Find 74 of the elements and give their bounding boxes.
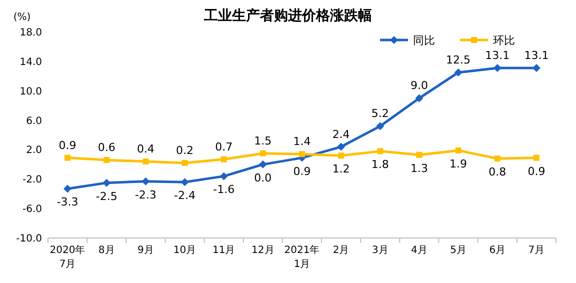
point xyxy=(180,178,189,186)
point xyxy=(415,94,424,102)
x-tick-label: 6月 xyxy=(489,245,506,256)
point xyxy=(454,68,462,76)
y-axis-title: (%) xyxy=(13,12,31,23)
x-tick-label: 2021年 1月 xyxy=(284,244,320,270)
data-label: -2.4 xyxy=(174,189,196,202)
point xyxy=(376,122,384,130)
point xyxy=(258,160,267,168)
x-tick-label: 11月 xyxy=(212,245,236,256)
x-tick-label: 7月 xyxy=(528,245,545,256)
point xyxy=(416,152,422,158)
data-label: 0.2 xyxy=(176,144,194,157)
x-tick-label: 12月 xyxy=(252,245,274,256)
data-label: 0.0 xyxy=(254,171,272,184)
data-label: 0.8 xyxy=(488,166,506,179)
point xyxy=(104,157,110,164)
point xyxy=(142,158,149,164)
point xyxy=(220,172,228,180)
data-label: -3.3 xyxy=(56,196,78,209)
y-tick-label: 6.0 xyxy=(26,116,42,127)
data-label: -1.6 xyxy=(213,183,235,196)
point xyxy=(337,142,346,151)
point xyxy=(494,156,500,162)
x-tick-label: 9月 xyxy=(138,245,154,256)
point xyxy=(455,147,462,154)
data-label: 0.6 xyxy=(98,141,116,154)
y-tick-label: 2.0 xyxy=(26,145,42,156)
point xyxy=(260,150,266,156)
data-label: 1.9 xyxy=(450,157,468,170)
data-label: 0.9 xyxy=(528,164,546,178)
x-tick-label: 3月 xyxy=(372,245,388,256)
data-label: 0.4 xyxy=(136,142,154,156)
data-label: 1.2 xyxy=(332,162,350,176)
point xyxy=(64,154,71,161)
data-label: 12.5 xyxy=(446,53,471,66)
y-tick-label: 14.0 xyxy=(20,56,42,68)
data-label: 1.5 xyxy=(254,134,272,148)
x-tick-label: 4月 xyxy=(411,245,428,256)
data-label: 0.9 xyxy=(58,138,76,152)
x-tick-label: 2020年 7月 xyxy=(50,244,86,270)
legend-label: 环比 xyxy=(493,34,515,47)
x-tick-label: 2月 xyxy=(332,245,350,256)
data-label: 5.2 xyxy=(371,107,389,120)
data-label: 1.3 xyxy=(410,162,428,175)
y-tick-label: -2.0 xyxy=(22,174,42,186)
data-label: 1.8 xyxy=(371,158,389,172)
data-label: 13.1 xyxy=(485,49,510,62)
y-tick-label: 10.0 xyxy=(20,86,42,98)
point xyxy=(533,154,540,161)
point xyxy=(182,160,188,166)
point xyxy=(64,184,72,193)
y-tick-label: -6.0 xyxy=(22,204,42,216)
chart-title: 工业生产者购进价格涨跌幅 xyxy=(203,7,372,24)
y-tick-label: -10.0 xyxy=(16,234,42,244)
data-label: 0.7 xyxy=(215,140,233,154)
data-label: 13.1 xyxy=(524,49,549,62)
x-tick-label: 8月 xyxy=(98,245,115,256)
data-label: 9.0 xyxy=(410,79,428,92)
y-tick-label: 18.0 xyxy=(20,28,42,38)
legend-label: 同比 xyxy=(413,34,435,47)
data-label: -2.5 xyxy=(96,190,118,203)
x-tick-label: 10月 xyxy=(173,245,196,256)
point xyxy=(338,152,344,159)
data-label: -2.3 xyxy=(134,188,156,202)
point xyxy=(220,156,227,162)
point xyxy=(377,148,384,154)
data-label: 1.4 xyxy=(293,135,311,148)
x-tick-label: 5月 xyxy=(450,245,466,256)
point xyxy=(142,177,150,186)
data-label: 0.9 xyxy=(293,164,311,178)
point xyxy=(299,151,305,158)
point xyxy=(493,64,502,72)
data-label: 2.4 xyxy=(332,128,350,141)
